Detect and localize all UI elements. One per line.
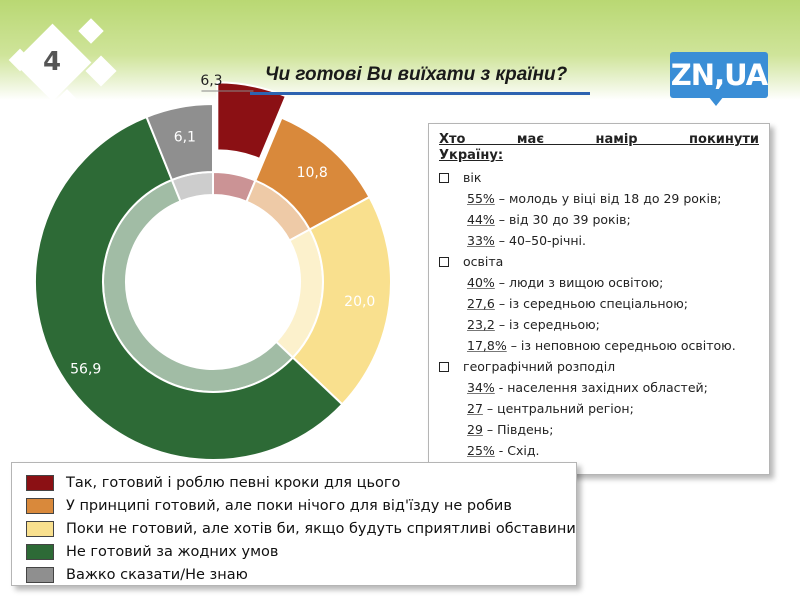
slice-label-2: 20,0 (344, 294, 375, 310)
info-item: 27,6 – із середньою спеціальною; (439, 293, 759, 314)
info-section-label: географічний розподіл (439, 356, 759, 377)
legend-entry: Важко сказати/Не знаю (26, 563, 576, 586)
legend-swatch (26, 474, 54, 491)
info-item: 25% - Схід. (439, 440, 759, 461)
info-item: 44% – від 30 до 39 років; (439, 209, 759, 230)
slice-label-1: 10,8 (297, 165, 328, 181)
title-underline (250, 92, 590, 95)
info-item: 17,8% – із неповною середньою освітою. (439, 335, 759, 356)
legend-entry: Так, готовий і роблю певні кроки для цьо… (26, 471, 576, 494)
info-item-text: - населення західних областей; (494, 380, 708, 395)
legend-swatch (26, 497, 54, 514)
legend-label: Поки не готовий, але хотів би, якщо буду… (66, 520, 576, 537)
header-band (0, 0, 800, 100)
info-item: 33% – 40–50-річні. (439, 230, 759, 251)
legend-label: Важко сказати/Не знаю (66, 566, 248, 583)
square-bullet-icon (439, 256, 449, 267)
logo-tail (708, 96, 724, 106)
info-item-text: – із неповною середньою освітою. (506, 338, 736, 353)
info-item-percent: 25% (467, 443, 495, 458)
legend-entry: У принципі готовий, але поки нічого для … (26, 494, 576, 517)
slice-label-4: 6,1 (174, 130, 196, 146)
legend-label: У принципі готовий, але поки нічого для … (66, 497, 512, 514)
square-bullet-icon (439, 172, 449, 183)
info-item: 40% – люди з вищою освітою; (439, 272, 759, 293)
legend-swatch (26, 566, 54, 583)
info-box: Хто має намір покинути Україну: вік 55% –… (428, 123, 770, 475)
info-item-text: – із середньою; (494, 317, 600, 332)
info-item-text: – Південь; (482, 422, 554, 437)
info-section-title: вік (463, 170, 482, 185)
legend-swatch (26, 520, 54, 537)
chart-legend: Так, готовий і роблю певні кроки для цьо… (11, 462, 577, 586)
legend-label: Так, готовий і роблю певні кроки для цьо… (66, 474, 401, 491)
info-sections: вік 55% – молодь у віці від 18 до 29 рокі… (439, 167, 759, 461)
info-item-percent: 27 (467, 401, 483, 416)
donut-slice-0 (216, 81, 288, 161)
logo: ZN,UA (670, 52, 768, 98)
info-section-title: освіта (463, 254, 504, 269)
square-bullet-icon (439, 361, 449, 372)
legend-swatch (26, 543, 54, 560)
donut-hole (126, 195, 300, 369)
info-item-text: – молодь у віці від 18 до 29 років; (494, 191, 722, 206)
info-item-text: – люди з вищою освітою; (494, 275, 664, 290)
legend-label: Не готовий за жодних умов (66, 543, 279, 560)
info-section-label: вік (439, 167, 759, 188)
info-item: 27 – центральний регіон; (439, 398, 759, 419)
info-item-text: - Схід. (494, 443, 540, 458)
info-item-percent: 34% (467, 380, 495, 395)
info-section-label: освіта (439, 251, 759, 272)
info-item-text: – центральний регіон; (482, 401, 634, 416)
page-title: Чи готові Ви виїхати з країни? (265, 64, 568, 85)
info-item-text: – із середньою спеціальною; (494, 296, 688, 311)
info-item-percent: 55% (467, 191, 495, 206)
info-item-text: – 40–50-річні. (494, 233, 586, 248)
info-item: 55% – молодь у віці від 18 до 29 років; (439, 188, 759, 209)
slice-label-3: 56,9 (70, 362, 101, 378)
info-item-percent: 29 (467, 422, 483, 437)
slide-number: 4 (42, 47, 62, 77)
donut-slice-2 (291, 195, 392, 406)
info-item: 34% - населення західних областей; (439, 377, 759, 398)
info-item-percent: 23,2 (467, 317, 495, 332)
info-item-percent: 44% (467, 212, 495, 227)
info-item-percent: 40% (467, 275, 495, 290)
legend-entry: Поки не готовий, але хотів би, якщо буду… (26, 517, 576, 540)
info-item: 23,2 – із середньою; (439, 314, 759, 335)
info-item: 29 – Південь; (439, 419, 759, 440)
info-item-percent: 17,8% (467, 338, 507, 353)
info-item-text: – від 30 до 39 років; (494, 212, 631, 227)
info-item-percent: 33% (467, 233, 495, 248)
legend-entry: Не готовий за жодних умов (26, 540, 576, 563)
info-heading: Хто має намір покинути Україну: (439, 132, 759, 163)
info-section-title: географічний розподіл (463, 359, 616, 374)
info-item-percent: 27,6 (467, 296, 495, 311)
donut-slice-4 (145, 102, 214, 182)
donut-slice-3 (34, 115, 344, 461)
slice-label-0: 6,3 (200, 73, 222, 89)
